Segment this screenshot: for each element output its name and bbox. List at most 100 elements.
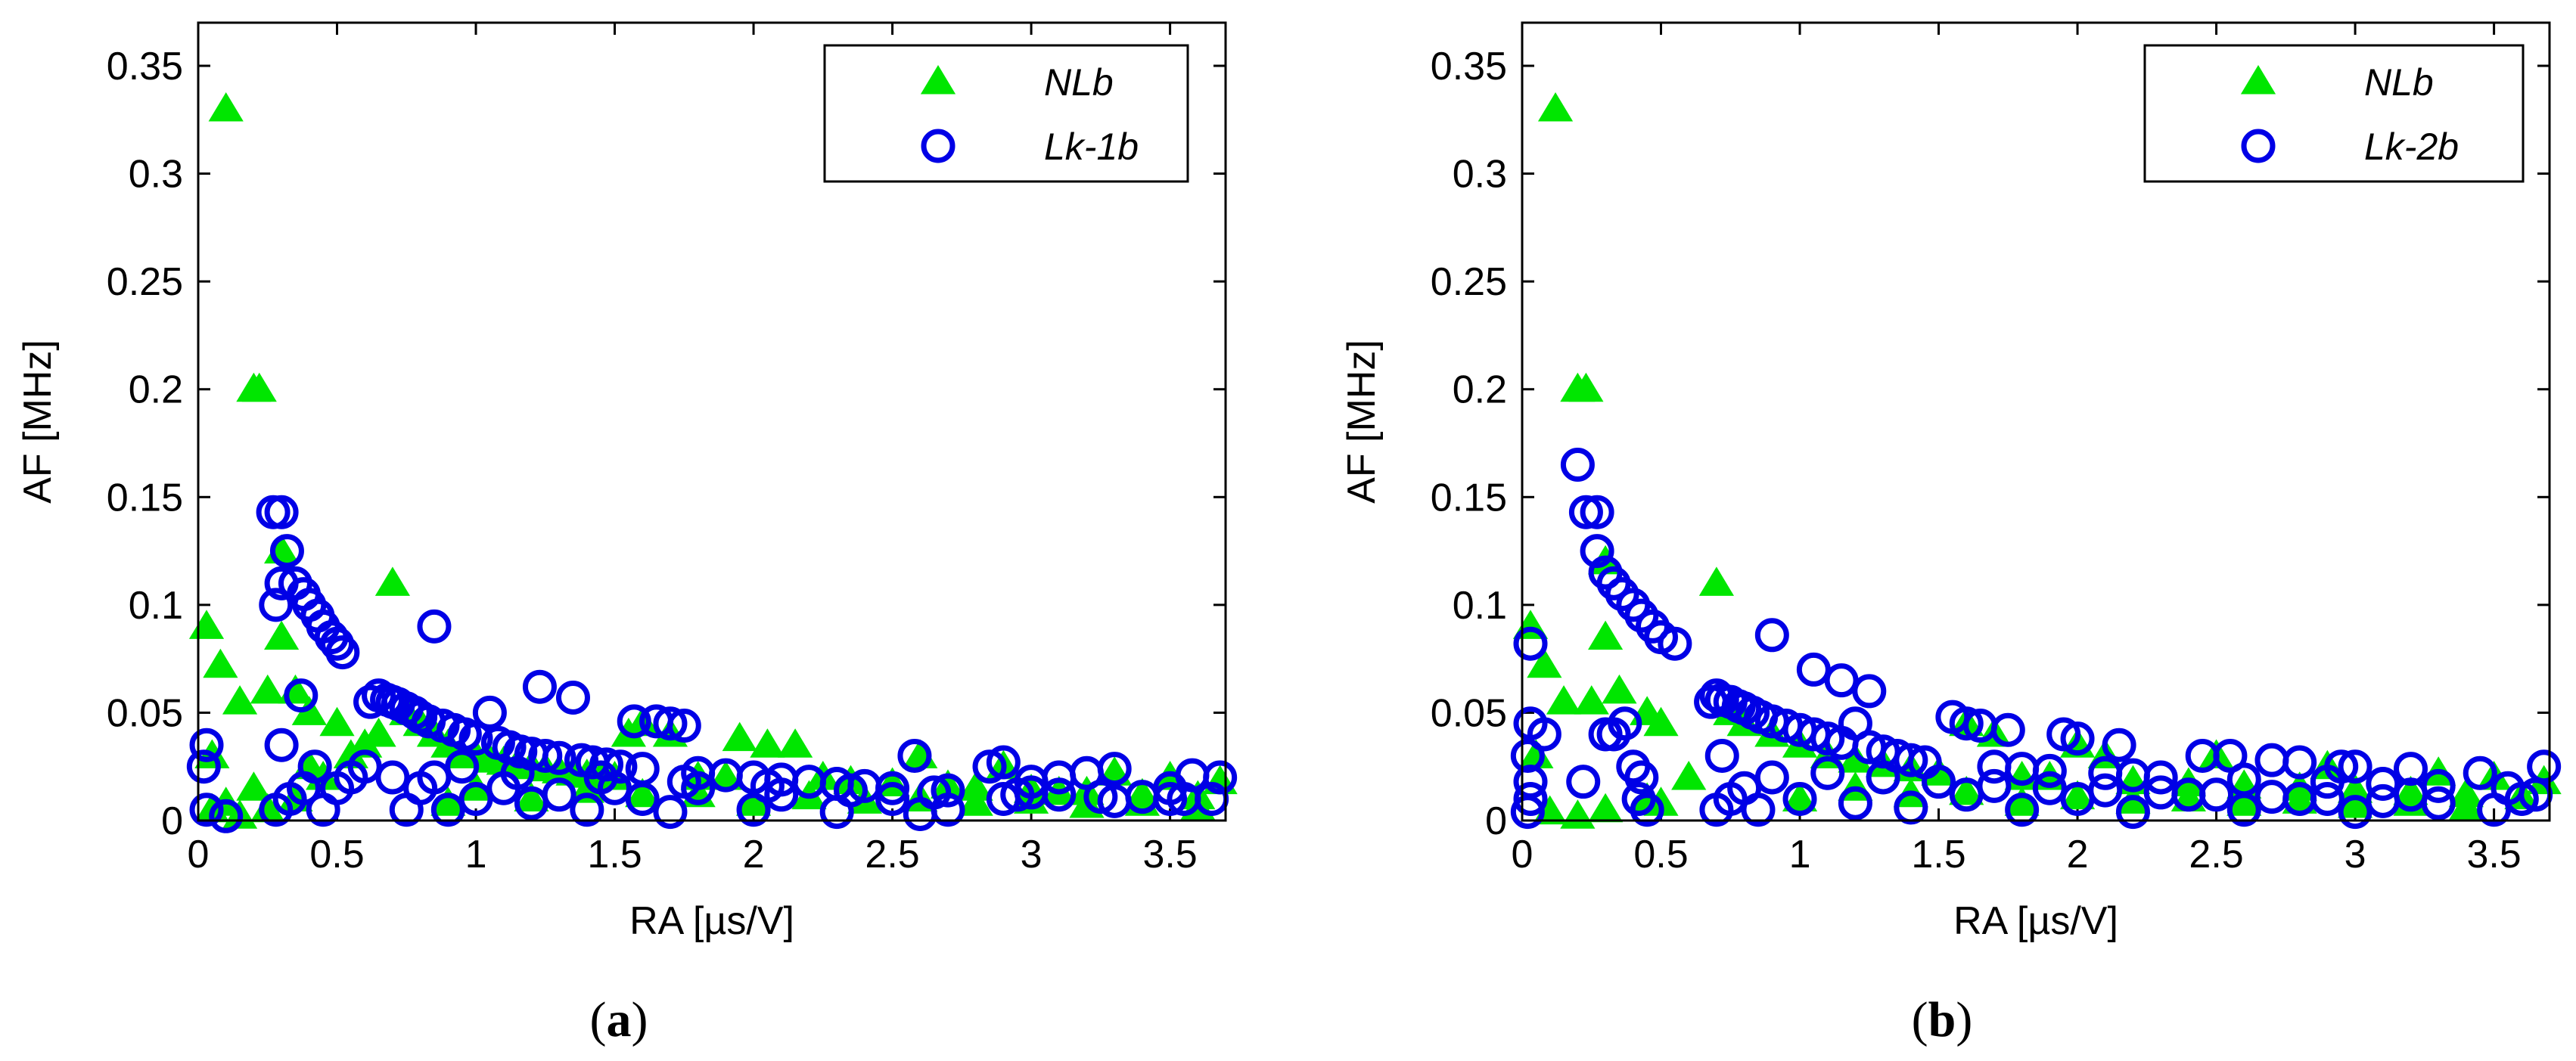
lk-point bbox=[1824, 663, 1859, 698]
nlb-point bbox=[374, 566, 411, 596]
lk-point bbox=[1852, 674, 1887, 709]
panel-caption: (a) bbox=[590, 992, 648, 1047]
lk-point bbox=[2032, 771, 2067, 805]
series-lk-1b bbox=[186, 495, 1238, 833]
nlb-point bbox=[1574, 685, 1609, 715]
lk-point bbox=[2226, 793, 2261, 827]
legend-circle-marker bbox=[921, 129, 956, 163]
x-tick-label: 0 bbox=[1512, 833, 1533, 876]
lk-point bbox=[2143, 775, 2178, 810]
lk-point bbox=[528, 738, 563, 773]
legend-label: Lk-2b bbox=[2364, 126, 2459, 168]
lk-point bbox=[2338, 795, 2372, 830]
lk-point bbox=[897, 738, 932, 773]
nlb-point bbox=[203, 648, 238, 678]
y-tick-label: 0.2 bbox=[1453, 368, 1507, 412]
lk-point bbox=[555, 680, 590, 715]
lk-point bbox=[1083, 780, 1118, 814]
lk-point bbox=[2421, 786, 2456, 821]
lk-point bbox=[917, 775, 952, 810]
nlb-point bbox=[750, 728, 785, 758]
lk-point bbox=[2032, 753, 2067, 788]
axes-frame bbox=[197, 21, 1227, 822]
nlb-point bbox=[291, 696, 327, 725]
y-tick-label: 0.15 bbox=[107, 476, 183, 520]
nlb-point bbox=[430, 786, 466, 816]
nlb-point bbox=[2059, 780, 2096, 810]
lk-point bbox=[259, 588, 294, 622]
legend-triangle-marker bbox=[920, 65, 956, 95]
nlb-point bbox=[250, 674, 285, 704]
lk-point bbox=[1608, 706, 1642, 741]
y-tick-label: 0.05 bbox=[1431, 691, 1507, 735]
nlb-point bbox=[1838, 743, 1873, 773]
lk-point bbox=[1097, 752, 1132, 786]
lk-point bbox=[834, 773, 869, 808]
legend-label: Lk-1b bbox=[1044, 126, 1139, 168]
legend-circle-marker bbox=[2241, 129, 2276, 163]
lk-point bbox=[1630, 793, 1664, 827]
nlb-point bbox=[958, 786, 993, 816]
nlb-point bbox=[2004, 786, 2040, 816]
lk-point bbox=[2504, 781, 2539, 816]
lk-point bbox=[750, 768, 785, 803]
lk-point bbox=[986, 745, 1021, 780]
lk-point bbox=[2060, 721, 2095, 756]
lk-point bbox=[2143, 760, 2178, 795]
lk-point bbox=[472, 695, 507, 730]
lk-point bbox=[1949, 706, 1984, 741]
nlb-point bbox=[236, 771, 272, 801]
lk-point bbox=[417, 609, 452, 644]
lk-point bbox=[1596, 717, 1631, 752]
y-tick-label: 0.35 bbox=[1431, 45, 1507, 88]
lk-point bbox=[269, 534, 304, 569]
nlb-point bbox=[1527, 648, 1562, 678]
nlb-point bbox=[1588, 620, 1624, 650]
y-axis-label: AF [MHz] bbox=[1340, 340, 1384, 504]
lk-point bbox=[2088, 773, 2123, 808]
lk-point bbox=[1754, 618, 1789, 653]
lk-point bbox=[1894, 743, 1928, 777]
legend: NLb Lk-2b bbox=[2143, 44, 2525, 183]
lk-point bbox=[2199, 777, 2234, 812]
panel-b: 0 0.5 1 1.5 2 2.5 3 3.5 0 0.05 0.1 0.15 0.2 0.25 0.3 0.… bbox=[1340, 21, 2562, 1047]
lk-point bbox=[1042, 760, 1077, 795]
lk-point bbox=[1754, 760, 1789, 795]
lk-point bbox=[1624, 598, 1659, 633]
lk-point bbox=[2282, 745, 2317, 780]
nlb-point bbox=[1949, 775, 1984, 805]
lk-point bbox=[445, 749, 480, 784]
lk-point bbox=[1658, 626, 1692, 661]
x-tick-label: 3.5 bbox=[2466, 833, 2521, 876]
lk-point bbox=[583, 760, 618, 795]
nlb-point bbox=[1698, 566, 1735, 596]
legend: NLb Lk-1b bbox=[823, 44, 1189, 183]
lk-point bbox=[1560, 448, 1595, 482]
lk-point bbox=[1605, 577, 1639, 612]
lk-point bbox=[986, 781, 1021, 816]
lk-point bbox=[2115, 795, 2150, 830]
nlb-point bbox=[2448, 790, 2484, 821]
nlb-point bbox=[319, 706, 355, 737]
lk-point bbox=[1527, 717, 1561, 752]
nlb-point bbox=[2337, 789, 2373, 818]
nlb-point bbox=[778, 728, 813, 758]
lk-point bbox=[1990, 712, 2025, 747]
lk-point bbox=[1977, 768, 2012, 803]
lk-point bbox=[1203, 760, 1238, 795]
panel-caption: (b) bbox=[1912, 992, 1973, 1047]
x-tick-label: 0.5 bbox=[1633, 833, 1688, 876]
lk-point bbox=[1167, 781, 1201, 816]
nlb-point bbox=[333, 739, 368, 768]
lk-point bbox=[2102, 727, 2136, 762]
lk-point bbox=[931, 773, 965, 808]
legend-label: NLb bbox=[2364, 61, 2434, 104]
lk-point bbox=[1810, 721, 1845, 756]
y-tick-label: 0.1 bbox=[129, 584, 183, 628]
lk-point bbox=[284, 678, 319, 713]
caption-open-paren: ( bbox=[590, 992, 607, 1047]
lk-point bbox=[189, 793, 224, 827]
lk-point bbox=[189, 727, 224, 762]
x-tick-label: 0.5 bbox=[309, 833, 364, 876]
